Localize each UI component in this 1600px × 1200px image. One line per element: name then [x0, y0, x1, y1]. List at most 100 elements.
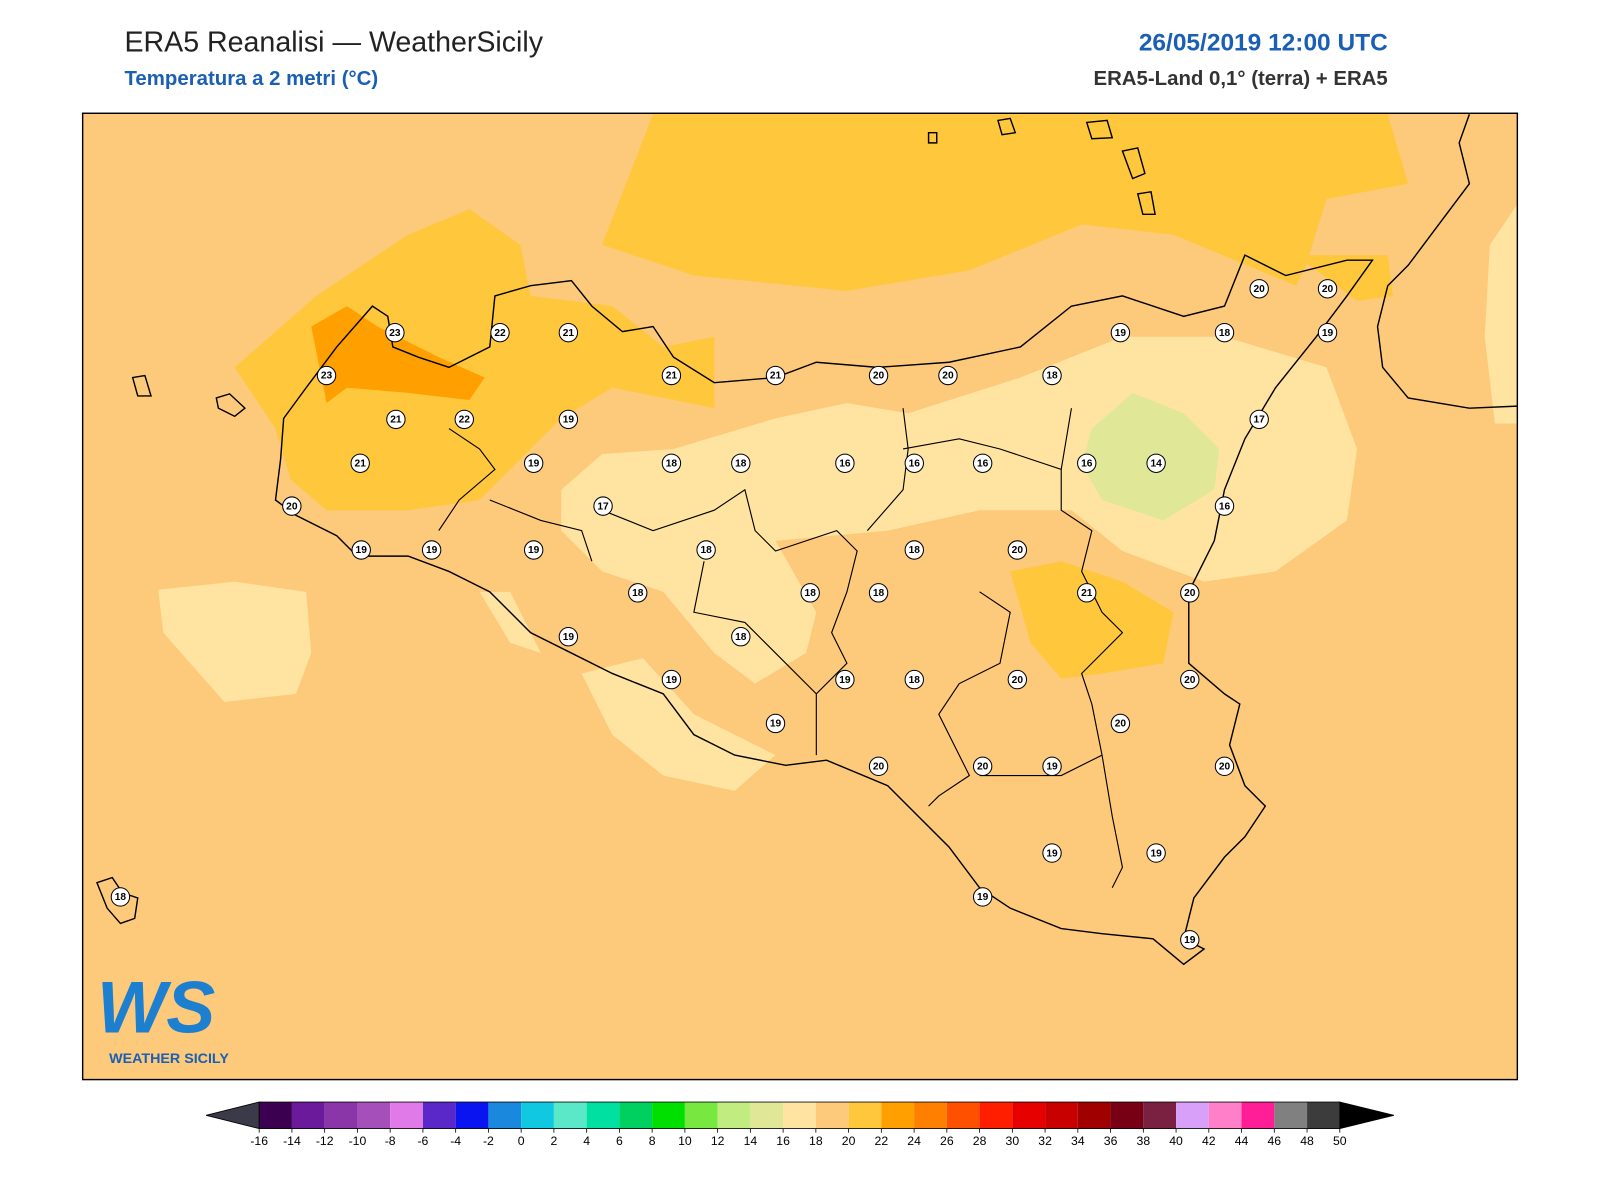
station: 20 — [1180, 583, 1200, 603]
station-value: 16 — [909, 458, 921, 469]
station-value: 19 — [1322, 328, 1334, 339]
zone-16 — [1484, 204, 1518, 424]
station-marker — [1249, 409, 1269, 430]
station-marker — [972, 453, 993, 473]
station-marker — [1214, 322, 1235, 343]
colorbar-cell — [390, 1102, 423, 1129]
zone-22 — [234, 209, 715, 511]
station-marker — [904, 669, 924, 690]
colorbar-tick-label: 26 — [940, 1134, 954, 1148]
station: 19 — [523, 453, 544, 473]
station: 18 — [1214, 322, 1235, 343]
colorbar-cell — [946, 1102, 980, 1129]
station: 21 — [1077, 583, 1097, 603]
station: 19 — [1146, 843, 1166, 863]
colorbar: -16 -14 -12 -10 -8 -6 -4 -2 0 2 4 6 8 10 12 14 16 18 20 22 2… — [206, 1101, 1394, 1148]
station-marker — [1180, 930, 1200, 950]
station-marker — [558, 409, 579, 430]
station-marker — [765, 713, 786, 734]
station: 21 — [558, 322, 579, 343]
colorbar-cell — [881, 1102, 915, 1129]
station-value: 22 — [494, 328, 506, 339]
station: 20 — [868, 756, 889, 777]
colorbar-cell — [259, 1102, 292, 1129]
coastline — [1376, 114, 1518, 409]
station-value: 18 — [666, 458, 678, 469]
colorbar-tick-label: 36 — [1104, 1134, 1118, 1148]
station-marker — [731, 627, 751, 647]
station-marker — [1146, 453, 1166, 473]
colorbar-cell — [1176, 1102, 1209, 1129]
colorbar-tick-label: 14 — [744, 1134, 758, 1148]
colorbar-cell — [1110, 1102, 1144, 1129]
station-value: 20 — [873, 762, 885, 773]
station: 20 — [868, 365, 889, 386]
station-value: 21 — [1081, 588, 1093, 599]
colorbar-tick-label: -10 — [349, 1134, 367, 1148]
station: 23 — [316, 365, 337, 386]
logo-mark: WS — [97, 966, 215, 1049]
station-value: 20 — [1322, 284, 1334, 295]
station-value: 23 — [389, 328, 401, 339]
zone-24 — [311, 306, 485, 404]
station-value: 14 — [1150, 458, 1162, 469]
station: 18 — [628, 583, 648, 603]
station: 20 — [1180, 669, 1200, 690]
station: 19 — [1042, 756, 1062, 777]
colorbar-tick-label: 0 — [518, 1134, 525, 1148]
date: 26/05/2019 12:00 UTC — [1139, 29, 1388, 56]
station-value: 18 — [1046, 371, 1058, 382]
colorbar-tick-label: -6 — [417, 1134, 428, 1148]
station-value: 18 — [805, 588, 817, 599]
colorbar-tick-label: 20 — [842, 1134, 856, 1148]
title: ERA5 Reanalisi — WeatherSicily — [124, 26, 543, 58]
station-value: 20 — [1012, 675, 1024, 686]
station: 19 — [972, 887, 993, 907]
station-value: 19 — [426, 545, 438, 556]
colorbar-cell — [1241, 1102, 1275, 1129]
colorbar-under — [206, 1101, 260, 1130]
station-marker — [765, 365, 786, 386]
colorbar-tick-label: 34 — [1071, 1134, 1085, 1148]
station: 19 — [351, 540, 371, 560]
station-marker — [593, 496, 613, 516]
station: 19 — [558, 409, 579, 430]
station-value: 18 — [909, 545, 921, 556]
station: 18 — [1042, 365, 1062, 386]
station-value: 16 — [977, 458, 989, 469]
station-marker — [1249, 279, 1269, 299]
station-marker — [282, 496, 302, 516]
station: 18 — [904, 669, 924, 690]
colorbar-tick-label: 22 — [875, 1134, 889, 1148]
station-marker — [904, 453, 924, 473]
station: 20 — [1007, 669, 1028, 690]
station-marker — [1042, 365, 1062, 386]
colorbar-cell — [1274, 1102, 1308, 1129]
colorbar-cell — [324, 1102, 358, 1129]
station-value: 18 — [1219, 328, 1231, 339]
station: 18 — [868, 583, 889, 603]
colorbar-cell — [291, 1102, 325, 1129]
station-value: 19 — [528, 458, 540, 469]
station-marker — [938, 365, 958, 386]
station-value: 20 — [1115, 719, 1127, 730]
station: 22 — [454, 409, 474, 430]
station: 16 — [972, 453, 993, 473]
station-marker — [1042, 756, 1062, 777]
station-marker — [1110, 713, 1131, 734]
colorbar-tick-label: 10 — [678, 1134, 692, 1148]
station-marker — [1007, 669, 1028, 690]
station-value: 17 — [597, 501, 609, 512]
station-value: 18 — [115, 892, 127, 903]
station-marker — [1214, 756, 1235, 777]
station: 19 — [421, 540, 442, 560]
colorbar-tick-label: 16 — [776, 1134, 790, 1148]
station: 23 — [385, 322, 405, 343]
colorbar-tick-label: 48 — [1300, 1134, 1314, 1148]
station: 21 — [765, 365, 786, 386]
station-marker — [316, 365, 337, 386]
station-value: 19 — [563, 632, 575, 643]
island — [131, 117, 1156, 418]
colorbar-cell — [684, 1102, 718, 1129]
station-value: 16 — [1219, 501, 1231, 512]
